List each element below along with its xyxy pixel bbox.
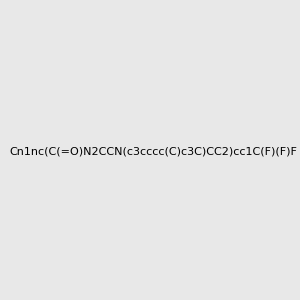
Text: Cn1nc(C(=O)N2CCN(c3cccc(C)c3C)CC2)cc1C(F)(F)F: Cn1nc(C(=O)N2CCN(c3cccc(C)c3C)CC2)cc1C(F… <box>10 146 298 157</box>
